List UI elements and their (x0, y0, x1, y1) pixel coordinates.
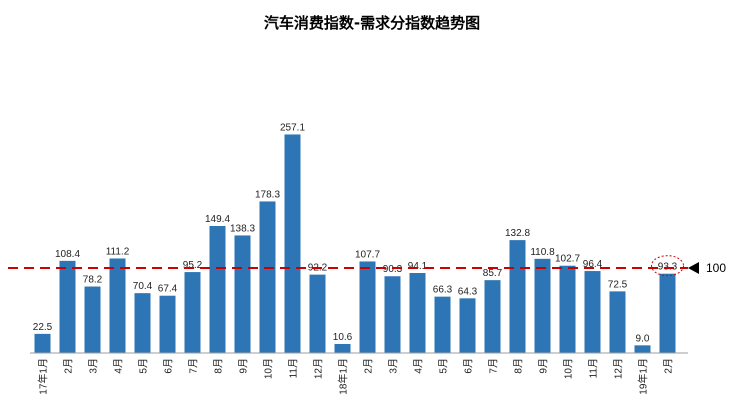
bar-17 (459, 298, 476, 353)
value-labels-group: 22.5 108.4 78.2 111.2 70.4 67.4 95.2 149.4138.3… (33, 122, 678, 344)
value-label-8: 138.3 (230, 223, 255, 234)
value-label-0: 22.5 (33, 322, 53, 333)
x-tick-label-3: 4月 (113, 358, 125, 374)
x-tick-label-15: 4月 (413, 358, 425, 374)
value-label-20: 110.8 (530, 247, 555, 258)
reference-marker-triangle (688, 262, 699, 274)
value-label-5: 67.4 (158, 284, 178, 295)
bar-4 (134, 293, 151, 353)
bar-8 (234, 235, 251, 353)
bar-6 (184, 272, 201, 353)
x-tick-labels-group: 17年1月 2月 3月 4月 5月 6月 7月 8月 9月 10月 11月 12月 18年1月 2月 3月 4… (37, 358, 675, 395)
bar-24 (634, 345, 651, 353)
x-tick-label-7: 8月 (213, 358, 225, 374)
bar-0 (34, 333, 51, 353)
bar-22 (584, 271, 601, 353)
value-label-12: 10.6 (333, 332, 353, 343)
bar-23 (609, 291, 626, 353)
bar-10 (284, 134, 301, 353)
x-tick-label-6: 7月 (188, 358, 200, 374)
bar-15 (409, 273, 426, 353)
x-tick-label-16: 5月 (438, 358, 450, 374)
highlight-circle (651, 255, 684, 277)
x-tick-label-14: 3月 (388, 358, 400, 374)
value-label-1: 108.4 (55, 249, 80, 260)
bar-16 (434, 296, 451, 353)
x-tick-label-25: 2月 (663, 358, 675, 374)
x-tick-label-13: 2月 (363, 358, 375, 374)
x-tick-label-23: 12月 (613, 358, 625, 379)
x-tick-label-2: 3月 (88, 358, 100, 374)
x-tick-label-20: 9月 (538, 358, 550, 374)
x-tick-label-11: 12月 (313, 358, 325, 379)
x-tick-label-17: 6月 (463, 358, 475, 374)
x-tick-label-9: 10月 (263, 358, 275, 379)
bars-group (34, 134, 676, 353)
value-label-21: 102.7 (555, 254, 580, 265)
x-tick-label-22: 11月 (588, 358, 600, 378)
value-label-15: 94.1 (408, 261, 428, 272)
value-label-13: 107.7 (355, 249, 380, 260)
bar-7 (209, 226, 226, 353)
x-tick-label-18: 7月 (488, 358, 500, 374)
value-label-3: 111.2 (106, 246, 130, 257)
bar-25 (659, 273, 676, 353)
bar-13 (359, 261, 376, 353)
value-label-22: 96.4 (583, 259, 603, 270)
value-label-14: 90.3 (383, 264, 403, 275)
bar-19 (509, 240, 526, 353)
x-tick-label-5: 6月 (163, 358, 175, 374)
value-label-17: 64.3 (458, 286, 478, 297)
value-label-2: 78.2 (83, 275, 103, 286)
value-label-16: 66.3 (433, 285, 453, 296)
value-label-23: 72.5 (608, 279, 628, 290)
bar-12 (334, 343, 351, 353)
value-label-19: 132.8 (505, 228, 530, 239)
chart-title: 汽车消费指数-需求分指数趋势图 (264, 14, 480, 32)
bar-2 (84, 286, 101, 353)
value-label-24: 9.0 (636, 333, 650, 344)
x-tick-label-8: 9月 (238, 358, 250, 374)
x-tick-label-10: 11月 (288, 358, 300, 378)
x-tick-label-4: 5月 (138, 358, 150, 374)
x-tick-label-0: 17年1月 (37, 358, 50, 395)
value-label-7: 149.4 (205, 214, 230, 225)
value-label-18: 85.7 (483, 268, 503, 279)
bar-21 (559, 265, 576, 353)
value-label-9: 178.3 (255, 189, 280, 200)
bar-1 (59, 260, 76, 353)
value-label-10: 257.1 (280, 122, 305, 133)
bar-20 (534, 258, 551, 353)
bar-5 (159, 295, 176, 353)
bar-3 (109, 258, 126, 353)
x-tick-label-21: 10月 (563, 358, 575, 379)
x-tick-label-1: 2月 (63, 358, 75, 374)
bar-14 (384, 276, 401, 353)
x-tick-label-24: 19年1月 (637, 358, 650, 395)
bar-11 (309, 274, 326, 353)
bar-18 (484, 280, 501, 353)
value-label-6: 95.2 (183, 260, 203, 271)
x-tick-label-19: 8月 (513, 358, 525, 374)
value-label-4: 70.4 (133, 281, 153, 292)
reference-line-label: 100 (706, 261, 726, 275)
x-tick-label-12: 18年1月 (337, 358, 350, 395)
bar-9 (259, 201, 276, 353)
